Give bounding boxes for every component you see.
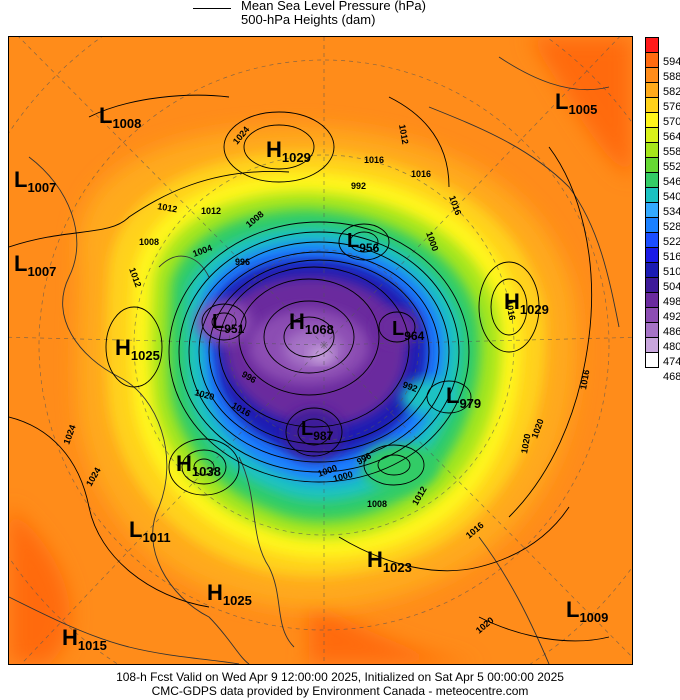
colorbar-label: 534: [663, 206, 680, 218]
height-field-shading: [9, 37, 632, 664]
pressure-center-low: L964: [392, 318, 425, 343]
colorbar-swatch: [645, 142, 659, 158]
pressure-center-low: L956: [347, 230, 380, 255]
colorbar-swatch: [645, 262, 659, 278]
colorbar-label: 504: [663, 281, 680, 293]
coastlines: [9, 56, 620, 664]
shade-low-987: [284, 409, 344, 461]
colorbar-label: 558: [663, 146, 680, 158]
colorbar-swatch: [645, 292, 659, 308]
pressure-center-low: L1008: [99, 103, 141, 131]
colorbar-label: 498: [663, 296, 680, 308]
colorbar-swatch: [645, 97, 659, 113]
pressure-center-high: H1068: [289, 309, 334, 337]
shade-green-blob-2: [401, 379, 457, 415]
colorbar-label: 576: [663, 101, 680, 113]
pressure-center-high: H1025: [115, 335, 160, 363]
colorbar-label: 516: [663, 251, 680, 263]
contour-label: 1008: [139, 237, 159, 247]
pressure-center-high: H1029: [266, 137, 311, 165]
colorbar-label: 468: [663, 371, 680, 383]
colorbar-label: 540: [663, 191, 680, 203]
pressure-center-low: L987: [301, 418, 334, 443]
contour-label: 992: [351, 181, 366, 191]
shade-green-blob: [361, 443, 437, 491]
pressure-center-low: L1007: [14, 167, 56, 195]
weather-map[interactable]: 1012 1024 1016 1012 1008 1016 1012 1008 …: [8, 36, 633, 665]
colorbar-label: 528: [663, 221, 680, 233]
contour-label: 1016: [411, 169, 431, 179]
map-footer: 108-h Fcst Valid on Wed Apr 9 12:00:00 2…: [0, 670, 680, 698]
data-credit-text: CMC-GDPS data provided by Environment Ca…: [151, 684, 529, 698]
pressure-center-low: L979: [446, 383, 481, 411]
contour-label: 1008: [367, 499, 387, 509]
map-header: Mean Sea Level Pressure (hPa) 500-hPa He…: [0, 0, 680, 36]
colorbar-label: 582: [663, 86, 680, 98]
colorbar-swatch: [645, 337, 659, 353]
legend-title-pressure: Mean Sea Level Pressure (hPa): [241, 0, 426, 13]
contour-label: 1012: [157, 201, 178, 214]
contour-label: 1020: [519, 433, 532, 454]
colorbar-swatch: [645, 187, 659, 203]
pressure-center-low: L1007: [14, 251, 56, 279]
colorbar-swatch: [645, 37, 659, 53]
colorbar-label: 492: [663, 311, 680, 323]
pressure-center-low: L1009: [566, 597, 608, 625]
colorbar-swatch: [645, 112, 659, 128]
colorbar-label: 474: [663, 356, 680, 368]
colorbar-swatch: [645, 82, 659, 98]
contour-label: 996: [235, 257, 250, 267]
colorbar-label: 588: [663, 71, 680, 83]
height-colorbar: 594 588 582 576 570 564 558 552 546 540 534 528 522 5…: [645, 37, 680, 383]
colorbar-swatch: [645, 67, 659, 83]
pressure-center-low: L1005: [555, 89, 597, 117]
legend-line-swatch: [193, 8, 231, 9]
colorbar-label: 486: [663, 326, 680, 338]
colorbar-swatch: [645, 127, 659, 143]
contour-label: 1016: [504, 300, 517, 321]
contour-label: 992: [401, 379, 419, 394]
legend-title-heights: 500-hPa Heights (dam): [241, 12, 376, 27]
pressure-centers: L1008 H1029 L1005 L1007 L1007 L956 H1029…: [14, 89, 608, 653]
colorbar-swatch: [645, 157, 659, 173]
colorbar-label: 522: [663, 236, 680, 248]
colorbar-label: 570: [663, 116, 680, 128]
colorbar-swatch: [645, 247, 659, 263]
colorbar-label: 564: [663, 131, 680, 143]
pressure-center-high: H1038: [176, 451, 221, 479]
pressure-center-high: H1023: [367, 547, 412, 575]
colorbar-label: 546: [663, 176, 680, 188]
legend-text: Mean Sea Level Pressure (hPa) 500-hPa He…: [241, 0, 426, 27]
contour-label: 1016: [364, 155, 384, 165]
shade-588: [9, 37, 632, 664]
pressure-center-low: L951: [212, 311, 245, 336]
pressure-center-high: H1029: [504, 289, 549, 317]
contour-label: 1016: [578, 369, 591, 390]
colorbar-label: 480: [663, 341, 680, 353]
map-canvas: 1012 1024 1016 1012 1008 1016 1012 1008 …: [9, 37, 632, 664]
colorbar-label: 510: [663, 266, 680, 278]
contour-label: 1012: [397, 124, 410, 145]
colorbar-swatch: [645, 307, 659, 323]
colorbar-swatch: [645, 217, 659, 233]
colorbar-swatch: [645, 232, 659, 248]
colorbar-swatch: [645, 277, 659, 293]
colorbar-swatch: [645, 352, 659, 368]
colorbar-swatch: [645, 52, 659, 68]
colorbar-label: 594: [663, 56, 680, 68]
colorbar-swatch: [645, 202, 659, 218]
contour-label: 1012: [201, 206, 221, 216]
pressure-center-high: H1015: [62, 625, 107, 653]
colorbar-swatch: [645, 322, 659, 338]
pressure-center-high: H1025: [207, 580, 252, 608]
forecast-valid-text: 108-h Fcst Valid on Wed Apr 9 12:00:00 2…: [116, 670, 564, 684]
mslp-isobars: [9, 94, 610, 642]
colorbar-swatch: [645, 172, 659, 188]
pressure-center-low: L1011: [129, 517, 171, 545]
colorbar-label: 552: [663, 161, 680, 173]
